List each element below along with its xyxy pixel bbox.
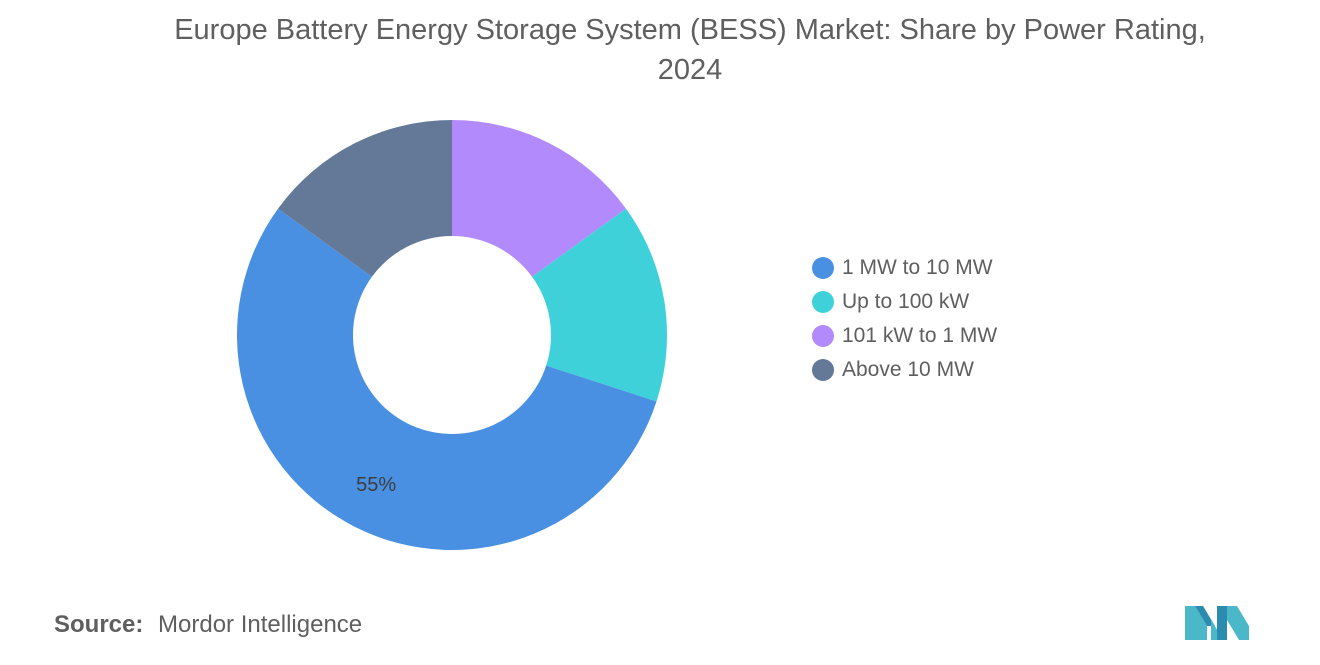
legend-swatch xyxy=(812,291,834,313)
legend-item-above-10mw[interactable]: Above 10 MW xyxy=(812,357,997,383)
slice-data-label: 55% xyxy=(356,474,396,496)
donut-slice-up-to-100-kw[interactable] xyxy=(532,208,667,402)
source-label: Source: xyxy=(54,611,144,638)
donut-slice-above-10-mw[interactable] xyxy=(278,120,452,277)
legend-item-101kw-to-1mw[interactable]: 101 kW to 1 MW xyxy=(812,323,997,349)
chart-title: Europe Battery Energy Storage System (BE… xyxy=(130,10,1250,90)
legend-label: 1 MW to 10 MW xyxy=(842,256,993,279)
chart-legend: 1 MW to 10 MW Up to 100 kW 101 kW to 1 M… xyxy=(812,255,997,383)
legend-item-up-to-100kw[interactable]: Up to 100 kW xyxy=(812,289,997,315)
legend-label: Up to 100 kW xyxy=(842,290,970,313)
donut-slice-1-mw-to-10-mw[interactable] xyxy=(236,208,657,550)
legend-swatch xyxy=(812,325,834,347)
legend-label: 101 kW to 1 MW xyxy=(842,324,998,347)
source-note: Source: Mordor Intelligence xyxy=(54,611,362,639)
chart-title-line-1: Europe Battery Energy Storage System (BE… xyxy=(174,14,1206,46)
legend-swatch xyxy=(812,257,834,279)
mordor-intelligence-logo-icon xyxy=(1185,606,1249,640)
legend-item-1mw-to-10mw[interactable]: 1 MW to 10 MW xyxy=(812,255,997,281)
chart-title-line-2: 2024 xyxy=(657,54,723,86)
legend-swatch xyxy=(812,359,834,381)
donut-slice-101-kw-to-1-mw[interactable] xyxy=(452,120,626,277)
legend-label: Above 10 MW xyxy=(842,358,974,381)
source-value: Mordor Intelligence xyxy=(158,611,363,638)
